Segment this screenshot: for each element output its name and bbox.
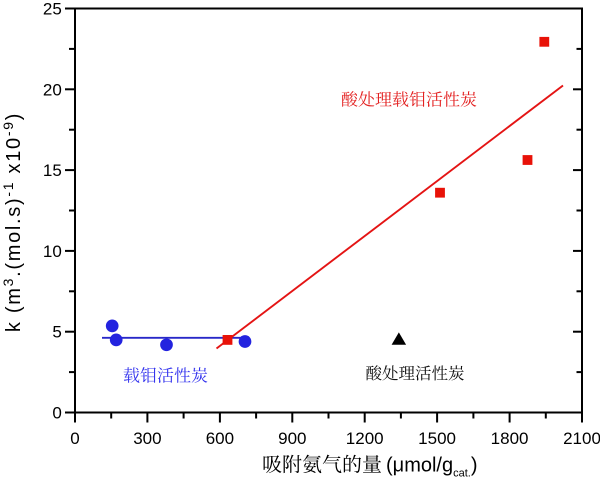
- svg-text:5: 5: [52, 323, 61, 342]
- svg-text:300: 300: [133, 429, 161, 448]
- svg-text:15: 15: [43, 161, 62, 180]
- svg-text:1200: 1200: [346, 429, 384, 448]
- svg-text:k (m3.(mol.s)-1 x10-9): k (m3.(mol.s)-1 x10-9): [0, 112, 25, 332]
- svg-text:10: 10: [43, 242, 62, 261]
- svg-text:2100: 2100: [563, 429, 600, 448]
- svg-text:0: 0: [52, 404, 61, 423]
- svg-text:25: 25: [43, 0, 62, 19]
- svg-text:1800: 1800: [491, 429, 529, 448]
- svg-text:600: 600: [206, 429, 234, 448]
- svg-text:20: 20: [43, 80, 62, 99]
- svg-text:0: 0: [70, 429, 79, 448]
- svg-text:900: 900: [278, 429, 306, 448]
- svg-text:1500: 1500: [418, 429, 456, 448]
- svg-text:(μmol/gcat.): (μmol/gcat.): [386, 455, 478, 480]
